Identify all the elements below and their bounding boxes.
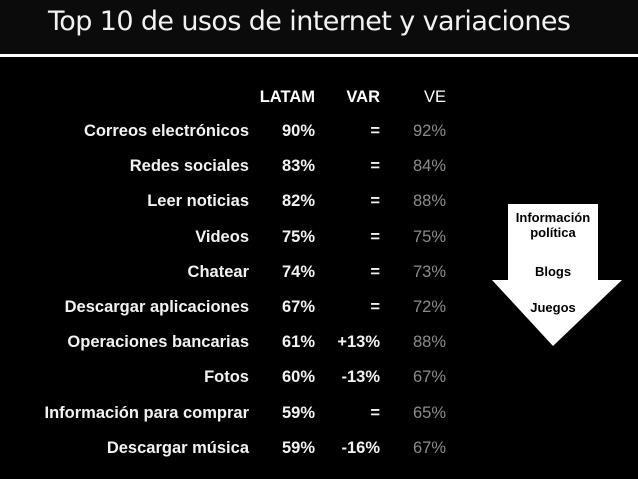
row-label: Redes sociales <box>129 157 249 175</box>
cell-ve: 73% <box>412 263 446 281</box>
cell-latam: 59% <box>281 404 315 422</box>
cell-latam: 83% <box>281 157 315 175</box>
cell-var: = <box>370 298 380 316</box>
header-var: VAR <box>346 88 380 106</box>
cell-ve: 65% <box>412 404 446 422</box>
cell-latam: 60% <box>281 368 315 386</box>
title-bar: Top 10 de usos de internet y variaciones <box>0 0 638 54</box>
cell-var: -16% <box>341 439 380 457</box>
arrow-line2: política <box>530 225 576 240</box>
cell-latam: 82% <box>281 192 315 210</box>
cell-ve: 88% <box>412 333 446 351</box>
cell-ve: 92% <box>412 122 446 140</box>
row-label: Operaciones bancarias <box>67 333 249 351</box>
cell-var: = <box>370 122 380 140</box>
row-label: Correos electrónicos <box>83 122 249 140</box>
cell-var: = <box>370 404 380 422</box>
title-divider <box>0 54 638 57</box>
cell-var: -13% <box>341 368 380 386</box>
cell-var: +13% <box>337 333 380 351</box>
arrow-shape <box>492 204 622 346</box>
cell-var: = <box>370 192 380 210</box>
cell-ve: 72% <box>412 298 446 316</box>
row-label: Información para comprar <box>44 404 249 422</box>
row-label: Leer noticias <box>147 192 249 210</box>
cell-latam: 61% <box>281 333 315 351</box>
cell-latam: 74% <box>281 263 315 281</box>
row-label: Fotos <box>204 368 249 386</box>
cell-latam: 59% <box>281 439 315 457</box>
header-ve: VE <box>423 88 446 106</box>
downward-arrow: Información política Blogs Juegos <box>492 204 624 348</box>
cell-var: = <box>370 157 380 175</box>
arrow-line1: Información <box>515 210 591 225</box>
cell-ve: 88% <box>412 192 446 210</box>
arrow-text-politica: Información política <box>492 210 614 240</box>
cell-var: = <box>370 263 380 281</box>
row-label: Descargar música <box>106 439 249 457</box>
page-title: Top 10 de usos de internet y variaciones <box>48 6 571 37</box>
cell-latam: 75% <box>281 228 315 246</box>
cell-latam: 67% <box>281 298 315 316</box>
row-label: Videos <box>195 228 249 246</box>
cell-ve: 67% <box>412 439 446 457</box>
row-label: Descargar aplicaciones <box>64 298 249 316</box>
cell-ve: 75% <box>412 228 446 246</box>
header-latam: LATAM <box>259 88 315 106</box>
cell-var: = <box>370 228 380 246</box>
arrow-text-blogs: Blogs <box>534 264 572 279</box>
cell-latam: 90% <box>281 122 315 140</box>
cell-ve: 67% <box>412 368 446 386</box>
cell-ve: 84% <box>412 157 446 175</box>
arrow-text-juegos: Juegos <box>530 300 576 315</box>
row-label: Chatear <box>187 263 249 281</box>
